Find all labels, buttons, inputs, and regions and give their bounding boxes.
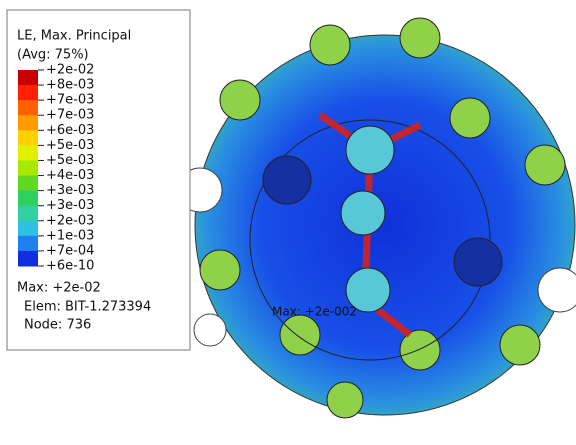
legend-label: +6e-03 (46, 123, 94, 138)
legend-label: +2e-03 (46, 213, 94, 228)
color-band (18, 176, 38, 192)
legend-label: +7e-04 (46, 243, 94, 258)
page: Max: +2e-002 LE, Max. Principal (Avg: 75… (0, 0, 576, 441)
color-band (18, 85, 38, 101)
color-band (18, 70, 38, 86)
legend-label: +6e-10 (46, 259, 94, 274)
legend-labels: +2e-02+8e-03+7e-03+7e-03+6e-03+5e-03+5e-… (38, 63, 94, 274)
color-band (18, 160, 38, 176)
color-band (18, 145, 38, 161)
legend-label: +5e-03 (46, 153, 94, 168)
legend-label: +4e-03 (46, 168, 94, 183)
legend-label: +2e-02 (46, 63, 94, 78)
color-bar (18, 70, 38, 267)
legend-title: LE, Max. Principal (17, 29, 131, 44)
max-element: Elem: BIT-1.273394 (24, 300, 151, 315)
color-band (18, 221, 38, 237)
legend-label: +3e-03 (46, 198, 94, 213)
color-band (18, 100, 38, 116)
legend-label: +1e-03 (46, 228, 94, 243)
color-band (18, 251, 38, 267)
color-band (18, 206, 38, 222)
color-band (18, 115, 38, 131)
legend-label: +7e-03 (46, 108, 94, 123)
legend-label: +3e-03 (46, 183, 94, 198)
legend-label: +8e-03 (46, 78, 94, 93)
legend-label: +7e-03 (46, 93, 94, 108)
color-band (18, 191, 38, 207)
max-value: Max: +2e-02 (17, 281, 101, 296)
max-node: Node: 736 (24, 318, 91, 333)
screenshot: Max: +2e-002 LE, Max. Principal (Avg: 75… (0, 0, 576, 441)
color-band (18, 130, 38, 146)
drill-bit: Max: +2e-002 (178, 18, 576, 418)
legend-subtitle: (Avg: 75%) (17, 48, 89, 63)
legend-label: +5e-03 (46, 138, 94, 153)
color-band (18, 236, 38, 252)
max-annotation: Max: +2e-002 (272, 305, 357, 319)
